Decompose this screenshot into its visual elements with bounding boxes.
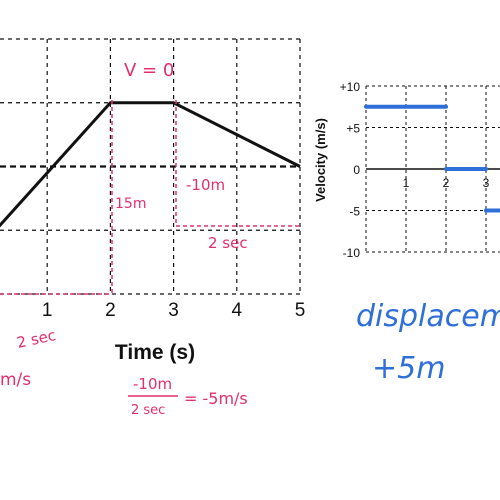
annotation-rise: 15m <box>115 196 146 212</box>
annotation-slope-left: m/s <box>0 370 31 390</box>
annotation-slope-numerator: -10m <box>133 375 172 393</box>
c2-y-tick-label: -10 <box>343 246 361 260</box>
position-time-tick-labels: 1 2 3 4 5 <box>42 300 305 321</box>
c2-y-tick-label: 0 <box>353 163 360 177</box>
c1-tick-label-2: 2 <box>105 300 116 321</box>
note-plus-5m: +5m <box>372 351 445 386</box>
x-axis-label: Time (s) <box>115 341 195 364</box>
c2-x-tick-label-2: 2 <box>443 176 450 190</box>
position-time-chart: 1 2 3 4 5 Time (s) V = 0 15m -10m 2 sec 2 se… <box>0 38 305 418</box>
c2-y-tick-label: -5 <box>349 205 360 219</box>
annotations: V = 0 15m -10m 2 sec 2 sec m/s -10m 2 se… <box>0 60 300 418</box>
annotation-v-zero: V = 0 <box>124 60 174 81</box>
y-axis-label: Velocity (m/s) <box>313 118 328 202</box>
velocity-time-chart: +10 +5 0 -5 -10 1 2 3 Velocity (m/s) <box>313 80 500 260</box>
annotation-run-right: 2 sec <box>208 234 248 252</box>
note-displacement: displacem <box>356 299 500 334</box>
c2-x-tick-label-3: 3 <box>483 176 490 190</box>
annotation-slope-denominator: 2 sec <box>131 403 165 418</box>
position-time-grid <box>0 38 301 295</box>
c1-tick-label-4: 4 <box>232 300 243 321</box>
velocity-series <box>364 104 500 213</box>
c1-tick-label-3: 3 <box>168 300 179 321</box>
c1-tick-label-5: 5 <box>295 300 306 321</box>
c2-y-tick-label: +10 <box>340 80 361 94</box>
position-line <box>0 101 301 228</box>
annotation-slope-result: = -5m/s <box>184 389 248 408</box>
c2-y-tick-label: +5 <box>346 122 360 136</box>
annotation-drop: -10m <box>186 176 225 194</box>
handwritten-notes: displacem +5m <box>356 299 500 386</box>
velocity-time-tick-labels: +10 +5 0 -5 -10 1 2 3 <box>340 80 490 260</box>
c2-x-tick-label-1: 1 <box>403 176 410 190</box>
c1-tick-label-1: 1 <box>42 300 53 321</box>
